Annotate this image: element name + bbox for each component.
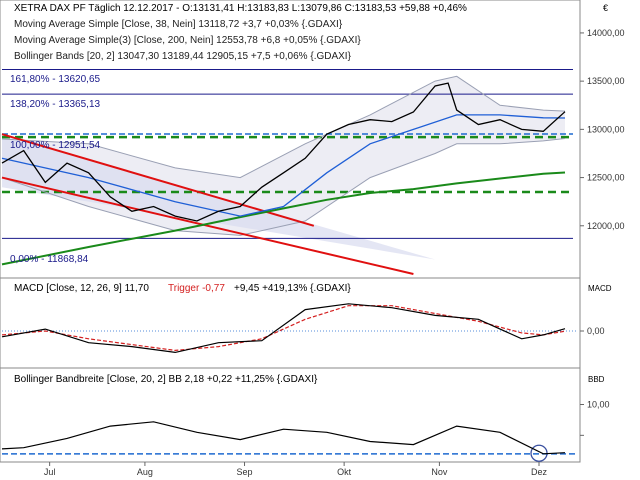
bbw-axis-title: BBD — [588, 375, 605, 384]
fib-labels: 161,80% - 13620,65 138,20% - 13365,13 10… — [10, 74, 101, 265]
ma200-legend: Moving Average Simple(3) [Close, 200, Ne… — [14, 35, 361, 46]
fib-label-100: 100,00% - 12951,54 — [10, 140, 101, 151]
main-title: XETRA DAX PF Täglich 12.12.2017 - O:1313… — [14, 3, 467, 14]
fib-label-161: 161,80% - 13620,65 — [10, 74, 101, 85]
macd-legend: MACD [Close, 12, 26, 9] 11,70 — [14, 283, 149, 294]
macd-tick-label-0: 0,00 — [587, 326, 605, 336]
price-header: XETRA DAX PF Täglich 12.12.2017 - O:1313… — [14, 3, 608, 62]
bbw-tick-label-1: 10,00 — [587, 400, 610, 410]
bbw-legend: Bollinger Bandbreite [Close, 20, 2] BB 2… — [14, 374, 318, 385]
macd-rest-legend: +9,45 +419,13% {.GDAXI} — [234, 283, 351, 294]
macd-trigger-line — [1, 305, 566, 352]
macd-trigger-legend: Trigger -0,77 — [168, 283, 225, 294]
bollinger-lower-line — [1, 138, 566, 236]
ma200-line — [1, 171, 566, 266]
x-tick-label-2: Sep — [237, 467, 253, 477]
channel-lower-line — [1, 176, 414, 275]
price-tick-label-3: 13500,00 — [587, 76, 625, 86]
price-tick-label-4: 14000,00 — [587, 28, 625, 38]
x-tick-label-5: Dez — [531, 467, 548, 477]
x-tick-label-3: Okt — [337, 467, 352, 477]
macd-header: MACD [Close, 12, 26, 9] 11,70 Trigger -0… — [14, 283, 612, 294]
bbw-panel[interactable] — [0, 367, 581, 463]
price-tick-label-2: 13000,00 — [587, 124, 625, 134]
x-tick-label-0: Jul — [44, 467, 56, 477]
currency-label: € — [603, 3, 608, 13]
x-tick-label-4: Nov — [431, 467, 448, 477]
macd-line — [1, 303, 566, 354]
macd-axis-title: MACD — [588, 284, 612, 293]
bollinger-upper-line — [1, 75, 566, 179]
macd-panel[interactable] — [0, 277, 581, 369]
ma38-legend: Moving Average Simple [Close, 38, Nein] … — [14, 19, 343, 30]
bbw-header: Bollinger Bandbreite [Close, 20, 2] BB 2… — [14, 374, 605, 385]
price-tick-label-0: 12000,00 — [587, 221, 625, 231]
x-tick-label-1: Aug — [137, 467, 153, 477]
ma38-line — [1, 114, 566, 217]
bollinger-legend: Bollinger Bands [20, 2] 13047,30 13189,4… — [14, 51, 352, 62]
fib-label-138: 138,20% - 13365,13 — [10, 99, 101, 110]
price-tick-label-1: 12500,00 — [587, 173, 625, 183]
fib-label-0: 0,00% - 11868,84 — [10, 254, 89, 265]
price-line — [1, 82, 566, 222]
channel-upper-line — [1, 133, 315, 227]
bbw-line — [1, 421, 566, 455]
